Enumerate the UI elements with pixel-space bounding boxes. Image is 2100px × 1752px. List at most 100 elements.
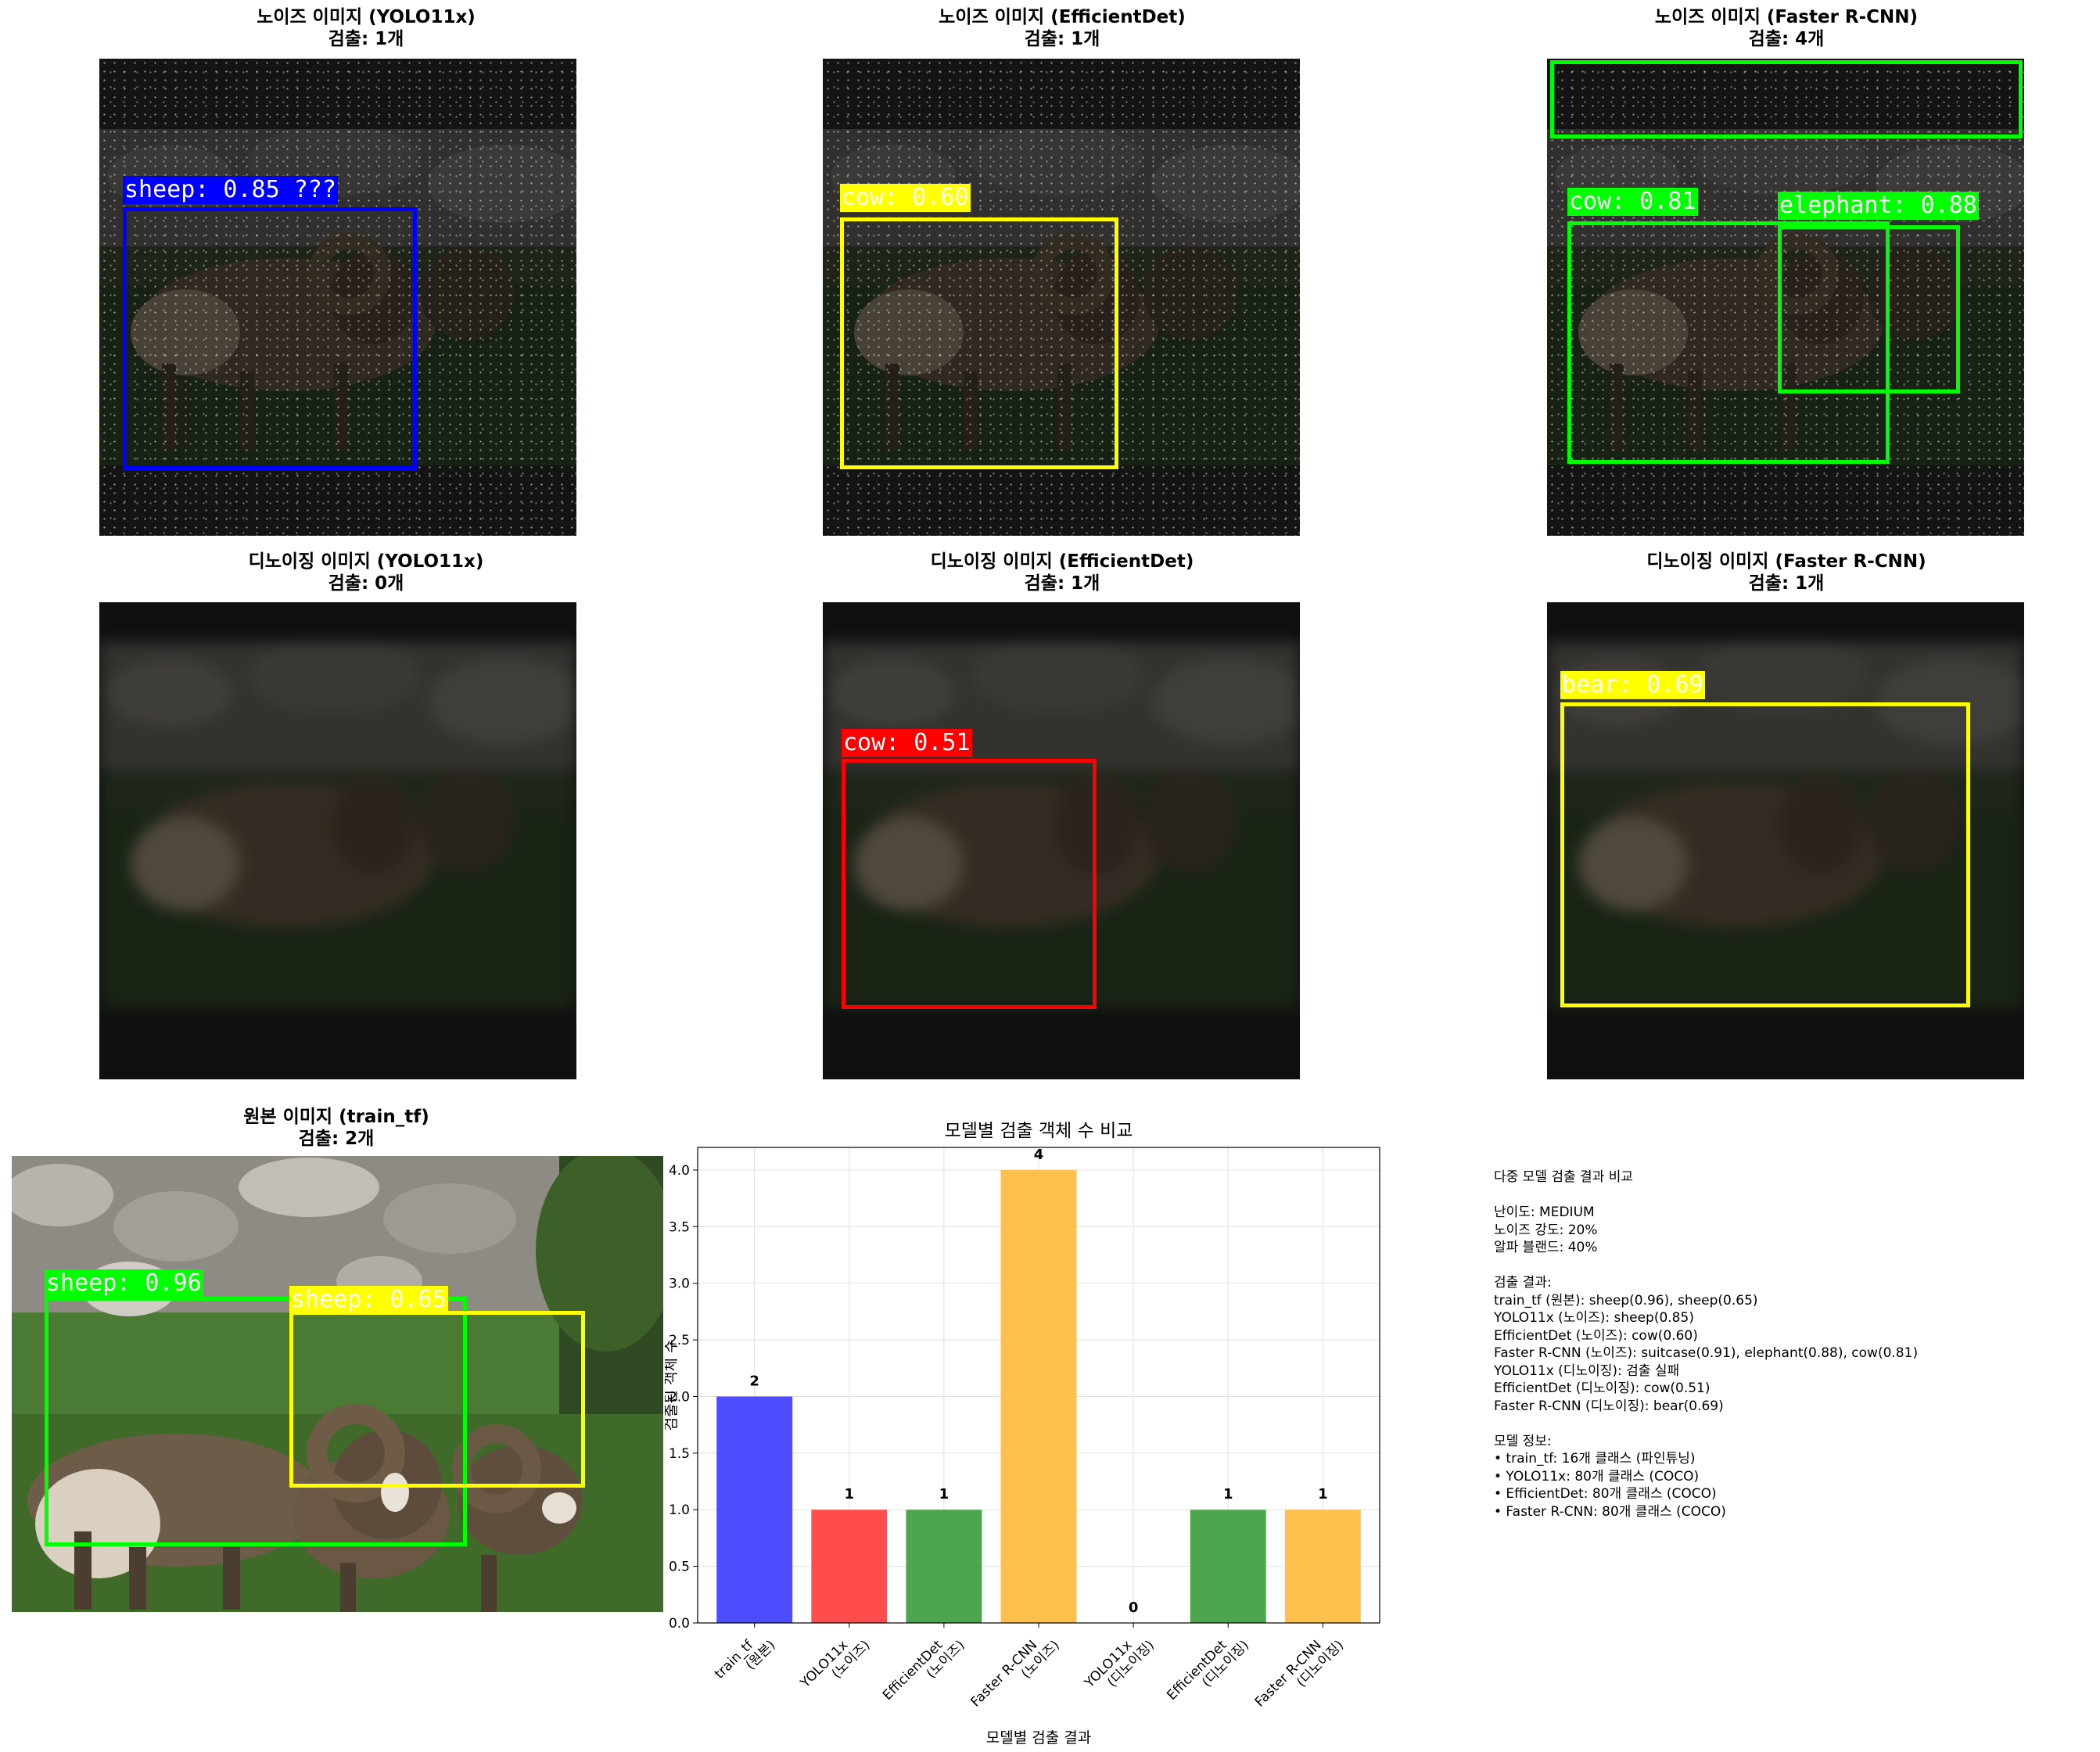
- detection-box: [1567, 221, 1890, 464]
- info-line: • Faster R-CNN: 80개 클래스 (COCO): [1494, 1503, 1726, 1520]
- info-line: [1494, 1187, 1918, 1204]
- info-line: 검출 결과:: [1494, 1275, 1552, 1291]
- chart-title: 모델별 검출 객체 수 비교: [945, 1121, 1133, 1141]
- panel-count-text: 검출: 4개: [1748, 29, 1825, 49]
- detection-box: [45, 1297, 467, 1546]
- bar-value-label: 4: [1034, 1147, 1044, 1163]
- x-tick-label: Faster R-CNN(디노이징): [1252, 1626, 1347, 1721]
- info-line: • train_tf: 16개 클래스 (파인튜닝): [1494, 1451, 1696, 1467]
- info-line: 다중 모델 검출 결과 비교: [1494, 1169, 1634, 1185]
- x-tick-label: train_tf(원본): [712, 1626, 778, 1693]
- noise-overlay: [823, 59, 1300, 536]
- y-tick-label: 0.0: [669, 1616, 690, 1632]
- panel-count-text: 검출: 1개: [1748, 573, 1825, 594]
- x-tick-label: YOLO11x(디노이징): [1081, 1626, 1157, 1702]
- info-line: • EfficientDet: 80개 클래스 (COCO): [1494, 1486, 1717, 1502]
- detection-box: [1550, 60, 2023, 138]
- detection-box: [840, 217, 1118, 469]
- ram-scene-graphic: [99, 641, 576, 1009]
- panel-title-noise-efficientdet: 노이즈 이미지 (EfficientDet) 검출: 1개: [749, 6, 1375, 50]
- original-image: sheep: 0.96 sheep: 0.65: [12, 1156, 663, 1612]
- bar: [716, 1396, 793, 1623]
- detection-box: [1778, 225, 1960, 393]
- x-axis-label: 모델별 검출 결과: [986, 1729, 1091, 1747]
- ram-photo: [99, 641, 576, 1009]
- panel-title-original: 원본 이미지 (train_tf) 검출: 2개: [23, 1106, 649, 1150]
- detection-box: [1560, 702, 1970, 1007]
- bar-value-label: 2: [749, 1373, 759, 1389]
- panel-title-denoise-yolo: 디노이징 이미지 (YOLO11x) 검출: 0개: [53, 551, 679, 594]
- noise-overlay: [99, 59, 576, 536]
- detection-label: sheep: 0.85 ???: [123, 176, 338, 204]
- info-line: YOLO11x (노이즈): sheep(0.85): [1494, 1310, 1694, 1326]
- bar-chart-svg: 0.0 0.5 1.0 1.5 2.0 2.5 3.0 3.5 4.0 2 1 1 4 0 1 1 train_…: [662, 1121, 1380, 1747]
- panel-title-noise-fasterrcnn: 노이즈 이미지 (Faster R-CNN) 검출: 4개: [1474, 6, 2099, 50]
- info-line: YOLO11x (디노이징): 검출 실패: [1494, 1362, 1680, 1379]
- bar-value-label: 0: [1129, 1599, 1139, 1616]
- denoised-image-yolo: [99, 602, 576, 1079]
- denoised-image-fasterrcnn: bear: 0.69: [1547, 602, 2024, 1079]
- info-line: Faster R-CNN (노이즈): suitcase(0.91), elep…: [1494, 1345, 1919, 1361]
- panel-title-text: 노이즈 이미지 (YOLO11x): [257, 7, 476, 27]
- bar-value-label: 1: [1223, 1486, 1233, 1502]
- ram-scene-graphic: [823, 641, 1300, 1009]
- image-dim-overlay: [823, 602, 1300, 1079]
- info-line: 난이도: MEDIUM: [1494, 1204, 1595, 1220]
- denoised-image-efficientdet: cow: 0.51: [823, 602, 1300, 1079]
- detection-box: [289, 1311, 585, 1488]
- x-tick-label: YOLO11x(노이즈): [797, 1626, 873, 1702]
- y-tick-label: 3.5: [669, 1219, 690, 1235]
- y-tick-label: 2.5: [669, 1333, 690, 1348]
- bar: [1284, 1510, 1361, 1623]
- detection-label: sheep: 0.96: [45, 1269, 203, 1298]
- panel-title-text: 노이즈 이미지 (Faster R-CNN): [1654, 7, 1919, 27]
- panel-title-text: 디노이징 이미지 (YOLO11x): [248, 551, 484, 572]
- noise-image-yolo: sheep: 0.85 ???: [99, 59, 576, 536]
- panel-title-text: 디노이징 이미지 (EfficientDet): [930, 551, 1194, 572]
- y-tick-label: 1.5: [669, 1446, 690, 1462]
- ram-scene-graphic: [12, 1156, 663, 1612]
- bar: [906, 1510, 982, 1623]
- info-line: 알파 블랜드: 40%: [1494, 1240, 1598, 1255]
- image-dim-overlay: [99, 602, 576, 1079]
- detection-label: cow: 0.60: [840, 184, 971, 212]
- info-line: 노이즈 강도: 20%: [1494, 1222, 1598, 1238]
- y-tick-label: 2.0: [669, 1389, 690, 1405]
- bar-value-label: 1: [1318, 1486, 1328, 1502]
- detection-label: elephant: 0.88: [1778, 192, 1979, 220]
- panel-title-noise-yolo: 노이즈 이미지 (YOLO11x) 검출: 1개: [53, 6, 679, 50]
- info-line: 모델 정보:: [1494, 1433, 1552, 1449]
- info-line: Faster R-CNN (디노이징): bear(0.69): [1494, 1398, 1724, 1414]
- bar: [1000, 1169, 1077, 1623]
- detection-label: bear: 0.69: [1560, 671, 1705, 699]
- detection-label: cow: 0.51: [842, 729, 972, 757]
- bar: [1190, 1510, 1266, 1623]
- x-tick-label: Faster R-CNN(노이즈): [967, 1626, 1062, 1721]
- detection-box: [842, 759, 1097, 1009]
- noise-image-efficientdet: cow: 0.60: [823, 59, 1300, 536]
- info-line: EfficientDet (노이즈): cow(0.60): [1494, 1327, 1698, 1344]
- panel-count-text: 검출: 1개: [1024, 573, 1100, 594]
- bar: [811, 1510, 888, 1623]
- panel-count-text: 검출: 1개: [328, 29, 404, 49]
- panel-title-denoise-efficientdet: 디노이징 이미지 (EfficientDet) 검출: 1개: [749, 551, 1375, 594]
- x-tick-label: EfficientDet(디노이징): [1164, 1626, 1252, 1714]
- y-tick-label: 4.0: [669, 1163, 690, 1179]
- noise-image-fasterrcnn: cow: 0.81 elephant: 0.88: [1547, 59, 2024, 536]
- detection-box: [123, 207, 417, 470]
- panel-title-text: 원본 이미지 (train_tf): [243, 1107, 429, 1127]
- y-tick-label: 1.0: [669, 1502, 690, 1518]
- bar-value-label: 1: [939, 1486, 949, 1502]
- y-tick-label: 0.5: [669, 1560, 690, 1575]
- panel-count-text: 검출: 1개: [1024, 29, 1100, 49]
- detection-label: cow: 0.81: [1567, 188, 1698, 216]
- panel-count-text: 검출: 2개: [298, 1129, 375, 1149]
- info-line: [1494, 1415, 1918, 1433]
- detection-label: sheep: 0.65: [289, 1286, 448, 1314]
- x-tick-label: EfficientDet(노이즈): [880, 1626, 968, 1714]
- panel-count-text: 검출: 0개: [328, 573, 404, 594]
- info-line: EfficientDet (디노이징): cow(0.51): [1494, 1380, 1711, 1396]
- bar-value-label: 1: [845, 1486, 855, 1502]
- bar-chart: 0.0 0.5 1.0 1.5 2.0 2.5 3.0 3.5 4.0 2 1 1 4 0 1 1 train_…: [662, 1111, 1416, 1749]
